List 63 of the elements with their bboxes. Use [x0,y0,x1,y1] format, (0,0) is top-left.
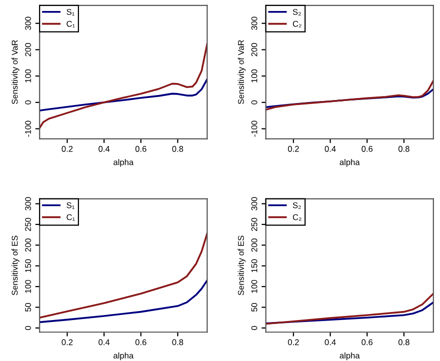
legend-label: S₂ [292,8,301,16]
x-tick-label: 0.8 [398,146,410,152]
x-tick-label: 0.6 [135,339,146,346]
legend-label: C₂ [292,20,302,28]
y-tick-label: 150 [251,259,258,272]
y-axis-title: Sensitivity of ES [238,236,246,296]
y-axis-title: Sensitivity of VaR [238,40,246,104]
legend-label: C₁ [66,20,75,28]
x-tick-label: 0.8 [172,339,184,346]
y-tick-label: -100 [251,120,258,137]
legend-label: S₂ [292,202,301,209]
y-tick-label: 300 [25,197,32,210]
y-tick-label: 150 [25,259,32,272]
line-series [266,80,434,111]
y-tick-label: 100 [251,69,258,82]
line-series [266,292,434,325]
x-tick-label: 0.4 [324,339,336,346]
y-tick-label: 300 [25,16,32,30]
x-axis-title: alpha [114,352,134,360]
x-tick-label: 0.2 [288,146,299,152]
x-tick-label: 0.6 [135,146,146,152]
y-tick-label: 50 [251,302,258,312]
y-tick-label: 0 [251,100,258,104]
line-series [40,42,208,129]
line-series [266,301,434,324]
x-axis-title: alpha [340,352,360,360]
x-tick-label: 0.4 [324,146,336,152]
y-tick-label: 100 [251,280,258,293]
line-series [40,232,208,319]
x-tick-label: 0.6 [362,339,373,346]
y-tick-label: 0 [251,326,258,330]
x-axis-title: alpha [340,159,360,167]
y-tick-label: 250 [251,218,258,231]
y-tick-label: -100 [25,120,32,137]
y-tick-label: 0 [25,100,32,104]
x-tick-label: 0.2 [62,339,73,346]
x-axis-title: alpha [114,159,134,167]
line-series [40,78,208,112]
y-tick-label: 50 [25,302,32,312]
y-tick-label: 200 [251,238,258,252]
x-tick-label: 0.2 [62,146,73,152]
legend-label: S₁ [66,8,74,16]
x-tick-label: 0.6 [362,146,373,152]
y-tick-label: 0 [25,326,32,330]
y-axis-title: Sensitivity of VaR [12,40,20,104]
x-tick-label: 0.8 [172,146,184,152]
x-tick-label: 0.8 [398,339,410,346]
y-tick-label: 100 [25,69,32,82]
line-series [40,279,208,324]
y-tick-label: 200 [25,43,32,56]
x-tick-label: 0.4 [98,339,110,346]
x-tick-label: 0.2 [288,339,299,346]
y-tick-label: 250 [25,218,32,231]
y-tick-label: 300 [251,16,258,30]
y-axis-title: Sensitivity of ES [12,236,20,296]
y-tick-label: 200 [25,238,32,252]
y-tick-label: 200 [251,43,258,56]
x-tick-label: 0.4 [98,146,110,152]
y-tick-label: 100 [25,280,32,293]
y-tick-label: 300 [251,197,258,210]
legend-label: C₂ [292,214,302,221]
legend-label: C₁ [66,214,75,221]
legend-label: S₁ [66,202,74,209]
